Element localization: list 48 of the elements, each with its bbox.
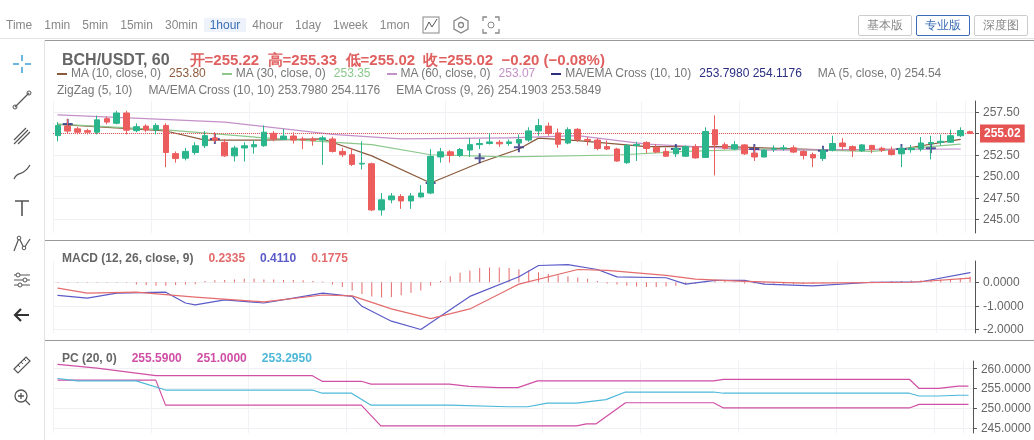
text: EMA Cross (9, 26) 254.1903 253.5849: [396, 82, 602, 99]
annotation: 0.1775: [311, 251, 349, 265]
text: 253.35: [333, 66, 371, 80]
text: 5min: [81, 18, 110, 32]
chart-subtitle: 开=255.22 高=255.33 低=255.02 收=255.02 −0.20 (−0.08%): [188, 50, 605, 68]
text: 1mon: [378, 18, 411, 32]
annotation: 0.4110: [260, 251, 297, 265]
annotation: 0.2335: [208, 251, 246, 265]
text: 30min: [163, 18, 199, 32]
text: Time: [5, 18, 34, 32]
text: 253.7980 254.1176: [699, 66, 802, 80]
legend-label: MA/EMA Cross (10, 10): [565, 66, 692, 80]
text: 深度图: [974, 14, 1028, 36]
text: 基本版: [858, 14, 912, 36]
text: 1hour: [203, 18, 247, 32]
legend-label: MA (30, close, 0): [235, 66, 326, 80]
annotation: 251.0000: [196, 351, 248, 365]
y-tick-label: 252.50: [983, 148, 1021, 162]
text: 253.80: [169, 66, 206, 80]
text: ZigZag (5, 10): [57, 82, 133, 99]
y-tick-label: 245.0000: [980, 421, 1032, 436]
y-tick-label: -2.0000: [983, 322, 1025, 337]
text: 专业版: [916, 14, 970, 36]
y-tick-label: 260.0000: [980, 361, 1032, 376]
text: 15min: [119, 18, 154, 32]
chart-title: PC (20, 0): [62, 351, 117, 365]
y-tick-label: 247.50: [983, 190, 1021, 205]
y-tick-label: 257.50: [983, 105, 1021, 120]
text: 4hour: [251, 18, 285, 32]
chart-title: BCH/USDT, 60: [62, 50, 170, 68]
y-tick-label: 255.0000: [980, 381, 1032, 396]
text: 1day: [294, 18, 323, 32]
y-tick-label: 245.00: [983, 212, 1021, 227]
text: MA (5, close, 0) 254.54: [817, 65, 942, 82]
y-tick-label: -1.0000: [983, 298, 1025, 313]
annotation: 253.2950: [261, 351, 313, 365]
chart-title: MACD (12, 26, close, 9): [62, 251, 194, 265]
text: 1week: [332, 18, 369, 32]
legend-label: MA (10, close, 0): [71, 66, 162, 80]
legend-label: MA (60, close, 0): [400, 66, 491, 80]
y-tick-label: 0.0000: [983, 275, 1021, 290]
text: 1min: [43, 18, 72, 32]
y-tick-label: 250.0000: [980, 401, 1032, 416]
ref-line-label: 255.02: [984, 126, 1022, 141]
text: 253.07: [498, 66, 536, 80]
y-tick-label: 250.00: [983, 169, 1021, 184]
text: MA/EMA Cross (10, 10) 253.7980 254.1176: [148, 82, 381, 99]
annotation: 255.5900: [131, 351, 183, 365]
